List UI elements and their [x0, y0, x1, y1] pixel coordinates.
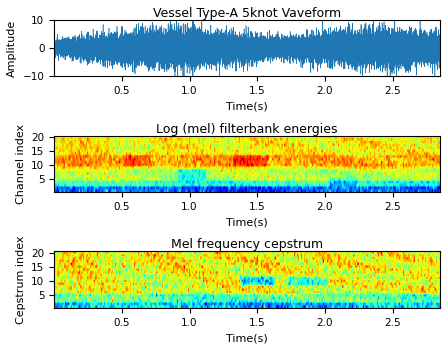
X-axis label: Time(s): Time(s) [226, 217, 268, 227]
X-axis label: Time(s): Time(s) [226, 333, 268, 343]
Y-axis label: Cepstrum index: Cepstrum index [16, 235, 25, 324]
X-axis label: Time(s): Time(s) [226, 102, 268, 112]
Title: Log (mel) filterbank energies: Log (mel) filterbank energies [156, 123, 338, 136]
Y-axis label: Channel index: Channel index [16, 124, 25, 204]
Y-axis label: Amplitude: Amplitude [7, 20, 17, 77]
Title: Mel frequency cepstrum: Mel frequency cepstrum [171, 238, 323, 251]
Title: Vessel Type-A 5knot Vaveform: Vessel Type-A 5knot Vaveform [153, 7, 341, 20]
